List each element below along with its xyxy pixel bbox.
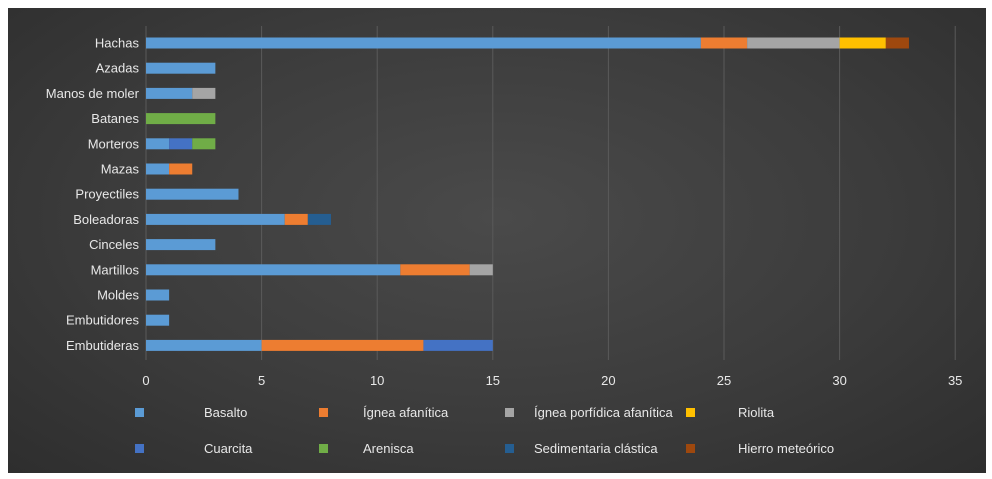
legend-swatch-ignea-afanitica	[319, 408, 328, 417]
gridlines	[145, 26, 956, 360]
legend-swatch-cuarcita	[135, 444, 144, 453]
bars	[146, 37, 909, 351]
x-tick-label-25: 25	[717, 373, 731, 388]
bar-azadas-basalto	[146, 62, 216, 74]
legend-swatch-arenisca	[319, 444, 328, 453]
legend-swatch-sedimentaria-clastica	[505, 444, 514, 453]
x-tick-label-10: 10	[370, 373, 384, 388]
legend-label-arenisca: Arenisca	[363, 441, 414, 456]
category-label-batanes: Batanes	[91, 111, 139, 126]
category-label-mazas: Mazas	[101, 162, 140, 177]
category-label-morteros: Morteros	[88, 136, 140, 151]
legend-swatch-hierro-meteorico	[686, 444, 695, 453]
bar-proyectiles-basalto	[146, 188, 239, 200]
stacked-bar-chart: Hachas Azadas Manos de moler Batanes Mortero…	[46, 26, 962, 456]
legend-swatch-basalto	[135, 408, 144, 417]
bar-hachas-ignea-afanitica	[700, 37, 748, 49]
category-label-moldes: Moldes	[97, 288, 139, 303]
category-label-azadas: Azadas	[96, 61, 140, 76]
bar-morteros-cuarcita	[169, 138, 193, 150]
bar-mazas-basalto	[146, 163, 170, 175]
bar-batanes-arenisca	[146, 113, 216, 125]
bar-boleadoras-sedimentaria-clastica	[307, 213, 331, 225]
x-tick-label-15: 15	[486, 373, 500, 388]
legend-label-basalto: Basalto	[204, 405, 247, 420]
x-tick-label-35: 35	[948, 373, 962, 388]
bar-manos-de-moler-basalto	[146, 87, 193, 99]
bar-cinceles-basalto	[146, 239, 216, 251]
legend: Basalto Ígnea afanítica Ígnea porfídica af…	[135, 405, 834, 456]
x-tick-label-30: 30	[832, 373, 846, 388]
bar-hachas-riolita	[839, 37, 886, 49]
legend-label-riolita: Riolita	[738, 405, 775, 420]
bar-mazas-ignea-afanitica	[169, 163, 193, 175]
chart-panel: Hachas Azadas Manos de moler Batanes Mortero…	[8, 8, 986, 473]
legend-swatch-riolita	[686, 408, 695, 417]
category-label-cinceles: Cinceles	[89, 237, 139, 252]
bar-embutideras-basalto	[146, 339, 262, 351]
bar-boleadoras-basalto	[146, 213, 285, 225]
legend-label-cuarcita: Cuarcita	[204, 441, 253, 456]
category-label-proyectiles: Proyectiles	[75, 187, 139, 202]
bar-embutideras-cuarcita	[423, 339, 493, 351]
bar-martillos-ignea-porfidica-afanitica	[469, 264, 493, 276]
bar-morteros-arenisca	[192, 138, 216, 150]
category-label-embutideras: Embutideras	[66, 338, 139, 353]
bar-martillos-ignea-afanitica	[400, 264, 470, 276]
legend-label-ignea-porfidica-afanitica: Ígnea porfídica afanítica	[534, 405, 674, 420]
category-labels: Hachas Azadas Manos de moler Batanes Mortero…	[46, 36, 140, 353]
x-tick-label-5: 5	[258, 373, 265, 388]
bar-embutidores-basalto	[146, 314, 170, 326]
legend-label-sedimentaria-clastica: Sedimentaria clástica	[534, 441, 658, 456]
bar-hachas-ignea-porfidica-afanitica	[747, 37, 840, 49]
x-tick-label-20: 20	[601, 373, 615, 388]
bar-embutideras-ignea-afanitica	[261, 339, 424, 351]
legend-label-hierro-meteorico: Hierro meteórico	[738, 441, 834, 456]
x-tick-label-0: 0	[142, 373, 149, 388]
category-label-manos-de-moler: Manos de moler	[46, 86, 140, 101]
bar-martillos-basalto	[146, 264, 401, 276]
category-label-embutidores: Embutidores	[66, 313, 139, 328]
bar-hachas-hierro-meteorico	[885, 37, 909, 49]
category-label-hachas: Hachas	[95, 36, 140, 51]
bar-hachas-basalto	[146, 37, 701, 49]
category-label-boleadoras: Boleadoras	[73, 212, 139, 227]
bar-manos-de-moler-ignea-porfidica-afanitica	[192, 87, 216, 99]
legend-label-ignea-afanitica: Ígnea afanítica	[363, 405, 449, 420]
bar-boleadoras-ignea-afanitica	[284, 213, 308, 225]
legend-swatch-ignea-porfidica-afanitica	[505, 408, 514, 417]
x-axis-tick-labels: 0 5 10 15 20 25 30 35	[142, 373, 962, 388]
bar-moldes-basalto	[146, 289, 170, 301]
bar-morteros-basalto	[146, 138, 170, 150]
category-label-martillos: Martillos	[91, 262, 140, 277]
